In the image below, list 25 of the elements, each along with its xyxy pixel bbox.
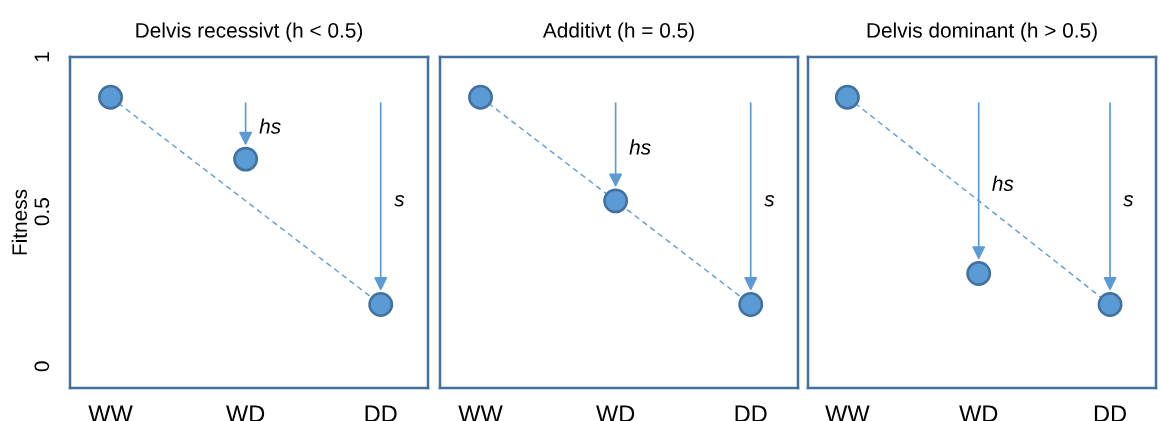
annotation: hs	[629, 139, 651, 155]
x-tick-label: WW	[88, 405, 133, 421]
x-tick-label: WW	[825, 405, 870, 421]
x-tick-label: WD	[226, 405, 265, 421]
annotation: hs	[259, 118, 281, 134]
x-tick-label: WD	[596, 405, 635, 421]
annotation: s	[394, 195, 405, 207]
point	[98, 84, 123, 110]
point	[233, 146, 259, 172]
x-tick-label: WW	[458, 405, 503, 421]
chart-title: Delvis dominant (h > 0.5)	[867, 22, 1097, 42]
annotation: hs	[992, 175, 1014, 191]
chart-title: Delvis recessivt (h < 0.5)	[136, 22, 363, 42]
chart-title: Additivt (h = 0.5)	[542, 22, 694, 42]
x-tick-label: DD	[1094, 405, 1126, 421]
y-tick-label: 0.5	[34, 198, 50, 226]
annotation: s	[1123, 195, 1134, 207]
point	[368, 292, 394, 317]
y-tick-label: 0	[34, 361, 50, 372]
y-axis-title: Fitness	[11, 189, 28, 255]
x-tick-label: DD	[735, 405, 767, 421]
x-tick-label: WD	[959, 405, 998, 421]
annotation: s	[764, 195, 775, 207]
y-tick-label: 1	[34, 52, 50, 62]
x-tick-label: DD	[365, 405, 397, 421]
